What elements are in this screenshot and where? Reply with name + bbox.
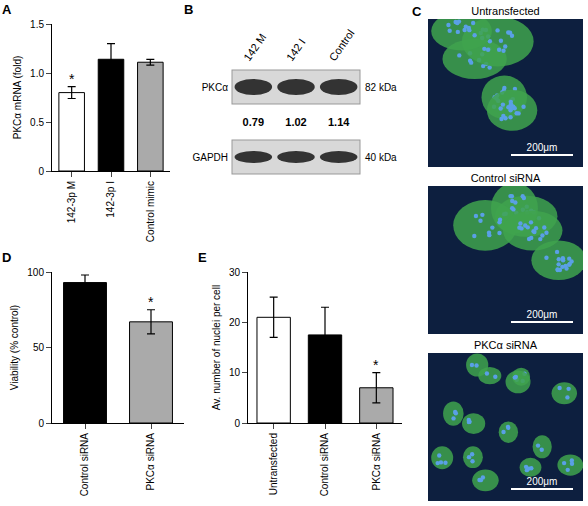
html-text:E: E — [198, 250, 207, 265]
svg-text:PKCα siRNA: PKCα siRNA — [145, 433, 156, 491]
svg-text:GAPDH: GAPDH — [192, 152, 228, 163]
svg-text:100: 100 — [27, 267, 44, 278]
svg-text:PKCα mRNA (fold): PKCα mRNA (fold) — [12, 56, 23, 140]
svg-text:200μm: 200μm — [527, 309, 558, 320]
html-text:D: D — [2, 250, 12, 265]
svg-text:PKCα siRNA: PKCα siRNA — [371, 433, 382, 491]
svg-text:1.5: 1.5 — [30, 19, 44, 30]
html-text:C: C — [412, 4, 422, 19]
svg-text:0: 0 — [38, 418, 44, 429]
svg-text:Control: Control — [326, 27, 356, 63]
svg-text:142-3p I: 142-3p I — [105, 181, 116, 218]
html-text:Untransfected: Untransfected — [471, 5, 540, 17]
svg-text:Control siRNA: Control siRNA — [319, 433, 330, 497]
svg-text:20: 20 — [229, 317, 241, 328]
svg-text:200μm: 200μm — [527, 142, 558, 153]
svg-text:Control siRNA: Control siRNA — [79, 433, 90, 497]
html-text:A: A — [2, 2, 12, 17]
svg-text:Control mimic: Control mimic — [145, 181, 156, 242]
svg-text:0: 0 — [38, 166, 44, 177]
svg-text:142 I: 142 I — [284, 36, 308, 63]
svg-text:40 kDa: 40 kDa — [365, 152, 397, 163]
svg-text:1.0: 1.0 — [30, 68, 44, 79]
svg-text:142-3p M: 142-3p M — [66, 181, 77, 223]
svg-text:82 kDa: 82 kDa — [365, 82, 397, 93]
svg-text:1.14: 1.14 — [328, 116, 350, 128]
svg-text:*: * — [373, 357, 379, 373]
html-text:B: B — [184, 2, 194, 17]
svg-text:*: * — [148, 294, 154, 310]
svg-text:200μm: 200μm — [527, 476, 558, 487]
svg-text:50: 50 — [33, 342, 45, 353]
svg-text:142 M: 142 M — [241, 31, 268, 63]
svg-text:*: * — [69, 71, 75, 87]
html-text:PKCα siRNA: PKCα siRNA — [473, 339, 538, 351]
svg-text:Av. number of nuclei per cell: Av. number of nuclei per cell — [211, 285, 222, 410]
svg-text:10: 10 — [229, 367, 241, 378]
svg-text:PKCα: PKCα — [202, 82, 229, 93]
svg-text:0.79: 0.79 — [243, 116, 264, 128]
svg-text:30: 30 — [229, 267, 241, 278]
svg-text:0.5: 0.5 — [30, 117, 44, 128]
html-text:Control siRNA: Control siRNA — [470, 172, 541, 184]
svg-text:Viability (% control): Viability (% control) — [9, 305, 20, 390]
svg-text:0: 0 — [234, 418, 240, 429]
svg-text:1.02: 1.02 — [285, 116, 306, 128]
svg-text:Untransfected: Untransfected — [268, 433, 279, 495]
